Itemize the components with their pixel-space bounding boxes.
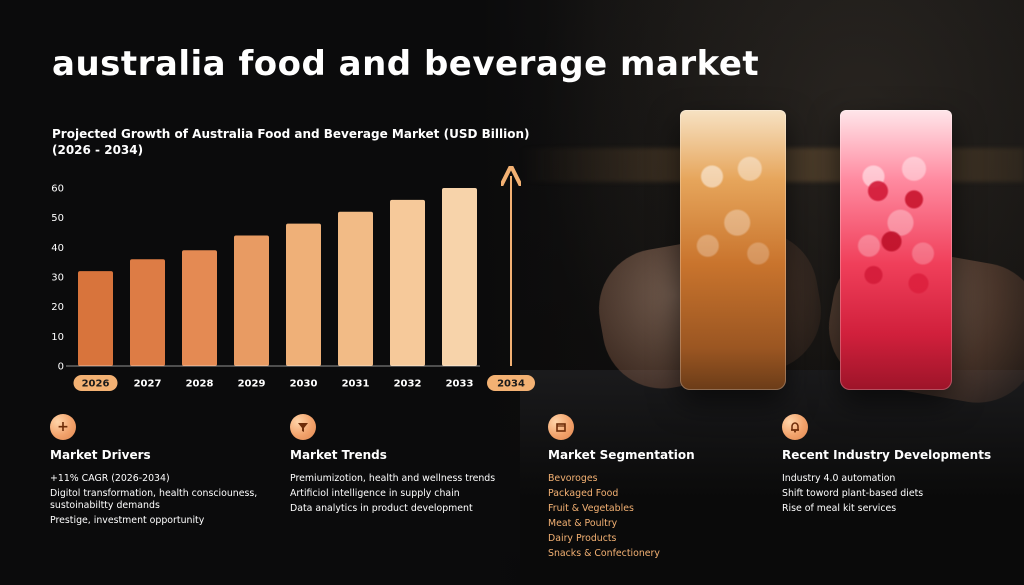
chart-title-block: Projected Growth of Australia Food and B… [52,126,612,158]
bell-icon-svg [791,422,799,433]
bar [234,235,269,366]
x-tick-label: 2029 [238,379,266,390]
y-tick-label: 30 [51,273,64,284]
list-item: +11% CAGR (2026-2034) [50,473,170,484]
bars [78,188,477,366]
list-item: Industry 4.0 automation [782,473,896,484]
y-tick-label: 10 [51,332,64,343]
x-tick-label: 2028 [186,379,214,390]
list-item: Bevoroges [548,473,598,484]
plus-icon: + [50,414,76,440]
bar [182,250,217,366]
list-item: Dairy Products [548,533,617,544]
bar [442,188,477,366]
funnel-icon-svg [298,423,308,432]
x-axis: 2026 2027 2028 2029 2030 2031 2032 2033 2034 [66,365,535,391]
list-item: Snacks & Confectionery [548,548,660,559]
list-item: Prestige, investment opportunity [50,515,205,526]
y-tick-label: 60 [51,184,64,195]
recent-developments-section: Recent Industry Developments Industry 4.… [782,414,991,516]
chart-title: Projected Growth of Australia Food and B… [52,127,530,141]
berry-drink-glass-image [840,110,952,390]
market-trends-list: Premiumizotion, health and wellness tren… [290,471,495,516]
chart-subtitle: (2026 - 2034) [52,143,144,157]
x-tick-label: 2032 [394,379,422,390]
y-tick-label: 40 [51,243,64,254]
market-segmentation-heading: Market Segmentation [548,448,695,462]
bar [78,271,113,366]
x-tick-label: 2026 [82,379,110,390]
x-tick-highlight [73,375,118,391]
ice-cubes-image [690,138,776,292]
list-item: Rise of meal kit services [782,503,897,514]
recent-developments-heading: Recent Industry Developments [782,448,992,462]
x-tick-label: 2030 [290,379,318,390]
market-drivers-list: +11% CAGR (2026-2034) Digitol transforma… [50,471,290,528]
market-segmentation-section: Market Segmentation Bevoroges Packaged F… [548,414,695,561]
bar [390,199,425,366]
bell-icon [782,414,808,440]
y-tick-label: 0 [58,362,64,373]
market-trends-section: Market Trends Premiumizotion, health and… [290,414,495,516]
funnel-icon [290,414,316,440]
iced-tea-glass-image [680,110,786,390]
page-title: australia food and beverage market [52,44,760,84]
y-axis: 0 10 20 30 40 50 60 [51,184,64,373]
market-trends-heading: Market Trends [290,448,387,462]
list-item: Premiumizotion, health and wellness tren… [290,473,496,484]
recent-developments-list: Industry 4.0 automation Shift toword pla… [782,471,991,516]
bar [338,211,373,366]
y-tick-label: 20 [51,302,64,313]
list-item: Meat & Poultry [548,518,618,529]
list-item: Fruit & Vegetables [548,503,634,514]
market-drivers-section: + Market Drivers +11% CAGR (2026-2034) D… [50,414,290,528]
box-icon [548,414,574,440]
x-tick-label: 2031 [342,379,370,390]
list-item: Shift toword plant-based diets [782,488,924,499]
list-item: Artificiol intelligence in supply chain [290,488,460,499]
bar [130,259,165,366]
berries-image [851,149,941,318]
y-tick-label: 50 [51,213,64,224]
x-tick-label: 2027 [134,379,162,390]
list-item: Digitol transformation, health conscioun… [50,488,258,511]
list-item: Packaged Food [548,488,619,499]
bar [286,223,321,366]
market-drivers-heading: Market Drivers [50,448,151,462]
box-icon-svg [556,423,566,432]
market-segmentation-list: Bevoroges Packaged Food Fruit & Vegetabl… [548,471,695,561]
list-item: Data analytics in product development [290,503,473,514]
background-table [520,370,1024,585]
x-tick-label: 2033 [446,379,474,390]
